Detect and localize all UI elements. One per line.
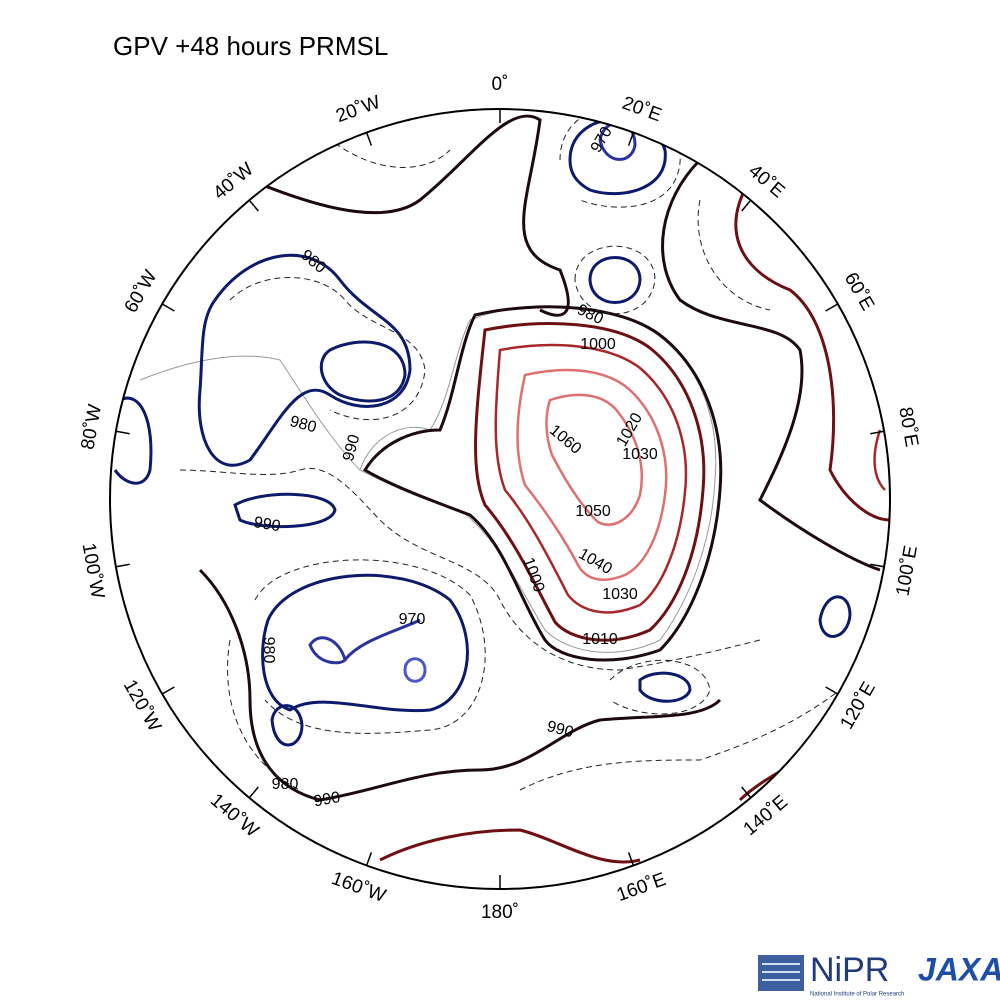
longitude-label: 0˚ bbox=[492, 74, 509, 95]
nipr-icon-lines bbox=[762, 963, 800, 981]
contour bbox=[545, 393, 643, 526]
contour-label: 1000 bbox=[519, 555, 547, 594]
longitude-label: 20˚E bbox=[619, 93, 664, 126]
contour-label: 1020 bbox=[613, 410, 646, 449]
contour-label: 1010 bbox=[582, 631, 618, 648]
meridian-tick bbox=[825, 686, 839, 695]
longitude-label: 160˚E bbox=[614, 869, 669, 906]
contour bbox=[494, 343, 688, 614]
meridian-tick bbox=[741, 199, 752, 212]
contour bbox=[474, 322, 706, 642]
meridian-tick bbox=[365, 852, 373, 866]
contour bbox=[609, 659, 711, 715]
meridian-tick bbox=[248, 786, 259, 799]
meridian-ticks bbox=[115, 109, 885, 889]
meridian-tick bbox=[115, 430, 130, 435]
contour bbox=[227, 639, 841, 791]
meridian-tick bbox=[161, 303, 175, 312]
contour-label: 1030 bbox=[602, 586, 638, 603]
contour-label: 1050 bbox=[575, 503, 611, 520]
contour-label: 970 bbox=[588, 124, 616, 156]
contour-label: 980 bbox=[272, 776, 299, 793]
nipr-subtext: National Institute of Polar Research bbox=[810, 992, 904, 998]
longitude-label: 100˚W bbox=[78, 541, 108, 600]
contour-label: 1040 bbox=[575, 545, 614, 578]
meridian-tick bbox=[161, 686, 175, 695]
contour-label: 990 bbox=[545, 718, 575, 741]
contour bbox=[229, 277, 426, 421]
contour-label: 990 bbox=[312, 789, 341, 810]
peninsula bbox=[139, 355, 361, 471]
meridian-tick bbox=[627, 852, 635, 866]
meridian-tick bbox=[741, 786, 752, 799]
contours bbox=[113, 109, 890, 864]
contour bbox=[319, 129, 771, 311]
meridian-tick bbox=[870, 430, 885, 435]
nipr-text: NiPR bbox=[810, 951, 889, 989]
contour-label: 1030 bbox=[622, 446, 658, 463]
longitude-label: 180˚ bbox=[481, 902, 519, 923]
contour bbox=[197, 253, 412, 467]
longitude-label: 60˚W bbox=[121, 267, 162, 317]
longitude-label: 140˚E bbox=[740, 791, 792, 840]
contour bbox=[568, 117, 667, 196]
contour bbox=[179, 467, 761, 671]
meridian-tick bbox=[248, 199, 259, 212]
longitude-label: 40˚E bbox=[744, 161, 788, 203]
contour-label: 1000 bbox=[580, 336, 616, 353]
meridian-tick bbox=[365, 132, 373, 146]
contour-label: 990 bbox=[340, 433, 363, 463]
contour bbox=[588, 256, 642, 304]
meridian-tick bbox=[627, 132, 635, 146]
meridian-tick bbox=[825, 303, 839, 312]
longitude-label: 20˚W bbox=[333, 92, 383, 127]
contour bbox=[113, 396, 153, 485]
contour-label: 980 bbox=[260, 637, 277, 664]
map-boundary bbox=[109, 108, 891, 890]
contour bbox=[873, 429, 886, 491]
contour bbox=[574, 245, 656, 315]
title: GPV +48 hours PRMSL bbox=[113, 31, 388, 61]
meridian-tick bbox=[870, 563, 885, 568]
contour bbox=[403, 657, 427, 683]
longitude-label: 80˚E bbox=[894, 405, 922, 448]
contour bbox=[254, 559, 486, 734]
contour bbox=[818, 595, 852, 638]
contour bbox=[661, 158, 881, 572]
contour bbox=[516, 368, 668, 581]
longitude-label: 60˚E bbox=[840, 269, 878, 314]
contour-label: 970 bbox=[399, 611, 426, 628]
contour bbox=[249, 114, 570, 317]
longitude-label: 100˚E bbox=[892, 544, 921, 598]
contour-label: 980 bbox=[288, 413, 318, 436]
contour bbox=[270, 704, 304, 747]
longitude-label: 40˚W bbox=[209, 159, 257, 204]
meridian-tick bbox=[115, 563, 130, 568]
contour bbox=[319, 340, 407, 403]
contour bbox=[233, 492, 337, 528]
longitude-label: 140˚W bbox=[206, 790, 262, 842]
contour bbox=[198, 568, 722, 802]
contour-label: 980 bbox=[297, 247, 328, 277]
contour bbox=[638, 671, 692, 703]
nipr-logo: NiPR National Institute of Polar Researc… bbox=[758, 951, 904, 998]
contour bbox=[362, 305, 723, 662]
longitude-label: 160˚W bbox=[329, 868, 389, 907]
contour bbox=[261, 573, 469, 713]
contour-label: 990 bbox=[252, 514, 281, 535]
jaxa-logo: JAXA bbox=[918, 951, 1000, 987]
contour bbox=[308, 618, 421, 665]
longitude-label: 80˚W bbox=[78, 403, 107, 451]
